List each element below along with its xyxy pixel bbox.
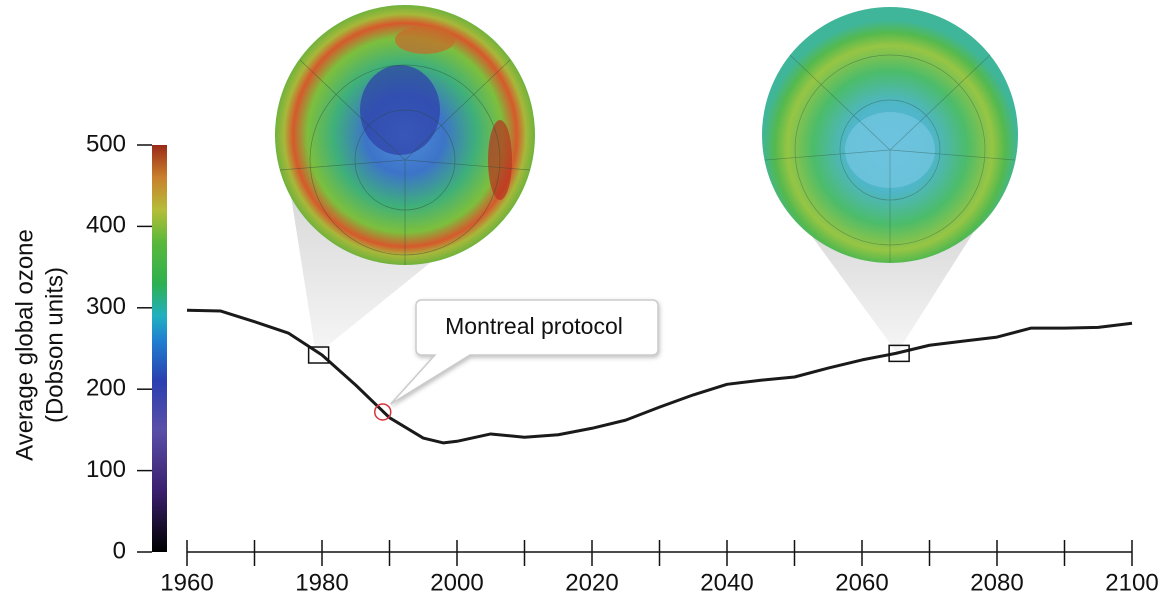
y-axis-label: Average global ozone	[11, 229, 38, 461]
color-bar	[152, 145, 167, 552]
y-tick-label: 100	[86, 456, 126, 483]
x-tick-label: 2000	[430, 569, 483, 596]
x-tick-label: 2020	[565, 569, 618, 596]
x-tick-label: 1980	[295, 569, 348, 596]
y-tick-label: 300	[86, 293, 126, 320]
y-tick-label: 500	[86, 130, 126, 157]
chart: Average global ozone (Dobson units) 0 100…	[0, 0, 1167, 598]
globe-1980	[275, 5, 535, 265]
callout-text: Montreal protocol	[445, 313, 623, 339]
x-tick-label: 2060	[835, 569, 888, 596]
y-tick-label: 200	[86, 375, 126, 402]
x-tick-label: 2040	[700, 569, 753, 596]
globe-2065	[762, 7, 1018, 263]
x-tick-label: 2100	[1105, 569, 1158, 596]
y-tick-label: 400	[86, 212, 126, 239]
page: {"chart_data": { "type": "line", "ylabel…	[0, 0, 1167, 598]
y-tick-label: 0	[113, 537, 126, 564]
x-tick-label: 2080	[970, 569, 1023, 596]
y-axis-label: (Dobson units)	[41, 267, 68, 423]
x-tick-label: 1960	[160, 569, 213, 596]
